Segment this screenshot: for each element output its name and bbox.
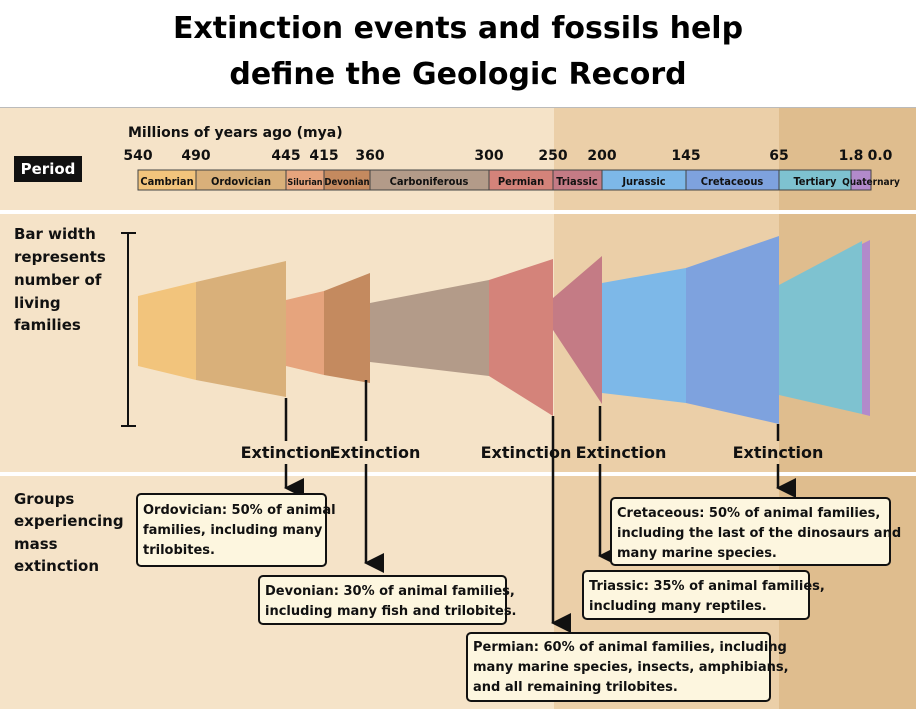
event-box-permian: Permian: 60% of animal families, includi… [466,632,789,702]
permian-box-line-2: many marine species, insects, amphibians… [473,660,789,675]
bar-width-scale-bracket [121,232,136,427]
bar-label-line-1: Bar width [14,225,96,243]
groups-label-line-4: extinction [14,557,99,575]
axis-label: Millions of years ago (mya) [128,125,343,141]
period-strip [137,169,872,191]
extinction-labels: Extinction Extinction Extinction Extinct… [241,443,824,462]
tick-label-300: 300 [474,148,503,164]
bar-segment-cambrian [138,282,196,380]
ordovician-box-line-1: Ordovician: 50% of animal [143,503,336,518]
tick-label-540: 540 [123,148,152,164]
cretaceous-box-line-3: many marine species. [617,546,777,561]
tick-label-445: 445 [271,148,300,164]
bar-segment-devonian [324,273,370,383]
bar-segment-cretaceous [686,236,779,424]
triassic-box-line-1: Triassic: 35% of animal families, [589,579,825,594]
bar-segment-silurian [286,291,324,375]
groups-label: Groups experiencing mass extinction [14,490,124,575]
bar-segment-permian [489,259,553,416]
bar-segment-triassic [553,256,602,404]
period-name-ordovician: Ordovician [211,175,271,188]
extinction-label-cretaceous: Extinction [733,443,824,462]
period-name-cambrian: Cambrian [140,175,193,188]
extinction-label-triassic: Extinction [576,443,667,462]
period-name-silurian: Silurian [287,178,322,188]
event-box-devonian: Devonian: 30% of animal families, includ… [258,575,517,625]
period-name-quaternary: Quaternary [842,177,900,188]
period-name-tertiary: Tertiary [793,175,837,188]
event-box-ordovician: Ordovician: 50% of animal families, incl… [136,493,336,567]
tick-label-65: 65 [769,148,788,164]
period-name-jurassic: Jurassic [621,175,665,188]
ordovician-box-line-3: trilobites. [143,543,215,558]
tick-label-200: 200 [587,148,616,164]
tick-label-490: 490 [181,148,210,164]
bar-segment-jurassic [602,268,686,403]
bar-segment-ordovician [196,261,286,397]
period-name-permian: Permian [498,175,544,188]
tick-label-0-0: 0.0 [868,148,893,164]
devonian-box-line-2: including many fish and trilobites. [265,604,517,619]
period-name-devonian: Devonian [324,177,369,188]
extinction-label-devonian: Extinction [330,443,421,462]
extinction-label-ordovician: Extinction [241,443,332,462]
bar-label-line-5: families [14,316,81,334]
bar-label-line-3: number of [14,271,102,289]
extinction-label-permian: Extinction [481,443,572,462]
permian-box-line-3: and all remaining trilobites. [473,680,678,695]
page-title-line-2: define the Geologic Record [229,57,687,92]
extinction-arrows [284,380,796,633]
tick-label-145: 145 [671,148,700,164]
family-count-bar [138,236,870,424]
devonian-box-line-1: Devonian: 30% of animal families, [265,584,515,599]
tick-labels: 540 490 445 415 360 300 250 200 145 65 1… [123,148,892,164]
groups-label-line-2: experiencing [14,512,124,530]
event-box-cretaceous: Cretaceous: 50% of animal families, incl… [610,497,901,566]
ordovician-box-line-2: families, including many [143,523,323,538]
bar-segment-carboniferous [370,280,489,376]
groups-label-line-1: Groups [14,490,74,508]
geologic-diagram: Millions of years ago (mya) Period 540 4… [0,108,916,709]
groups-label-line-3: mass [14,535,58,553]
period-label: Period [21,160,76,178]
cretaceous-box-line-1: Cretaceous: 50% of animal families, [617,506,880,521]
period-cell-quaternary [850,169,872,191]
period-name-cretaceous: Cretaceous [701,175,764,188]
geologic-record-figure: Millions of years ago (mya) Period 540 4… [0,107,916,709]
tick-label-1-8: 1.8 [839,148,864,164]
period-name-carboniferous: Carboniferous [390,175,469,188]
period-name-triassic: Triassic [556,175,598,188]
page-title-line-1: Extinction events and fossils help [172,11,744,46]
tick-label-250: 250 [538,148,567,164]
triassic-box-line-2: including many reptiles. [589,599,767,614]
tick-label-360: 360 [355,148,384,164]
period-names: Cambrian Ordovician Silurian Devonian Ca… [140,175,900,188]
bar-segment-quaternary [862,240,870,416]
bar-label-line-4: living [14,294,61,312]
event-box-triassic: Triassic: 35% of animal families, includ… [582,570,825,620]
period-label-box [14,156,82,182]
tick-label-415: 415 [309,148,338,164]
cretaceous-box-line-2: including the last of the dinosaurs and [617,526,901,541]
permian-box-line-1: Permian: 60% of animal families, includi… [473,640,787,655]
bar-width-label: Bar width represents number of living fa… [14,225,106,334]
bar-label-line-2: represents [14,248,106,266]
bar-segment-tertiary [779,241,862,414]
